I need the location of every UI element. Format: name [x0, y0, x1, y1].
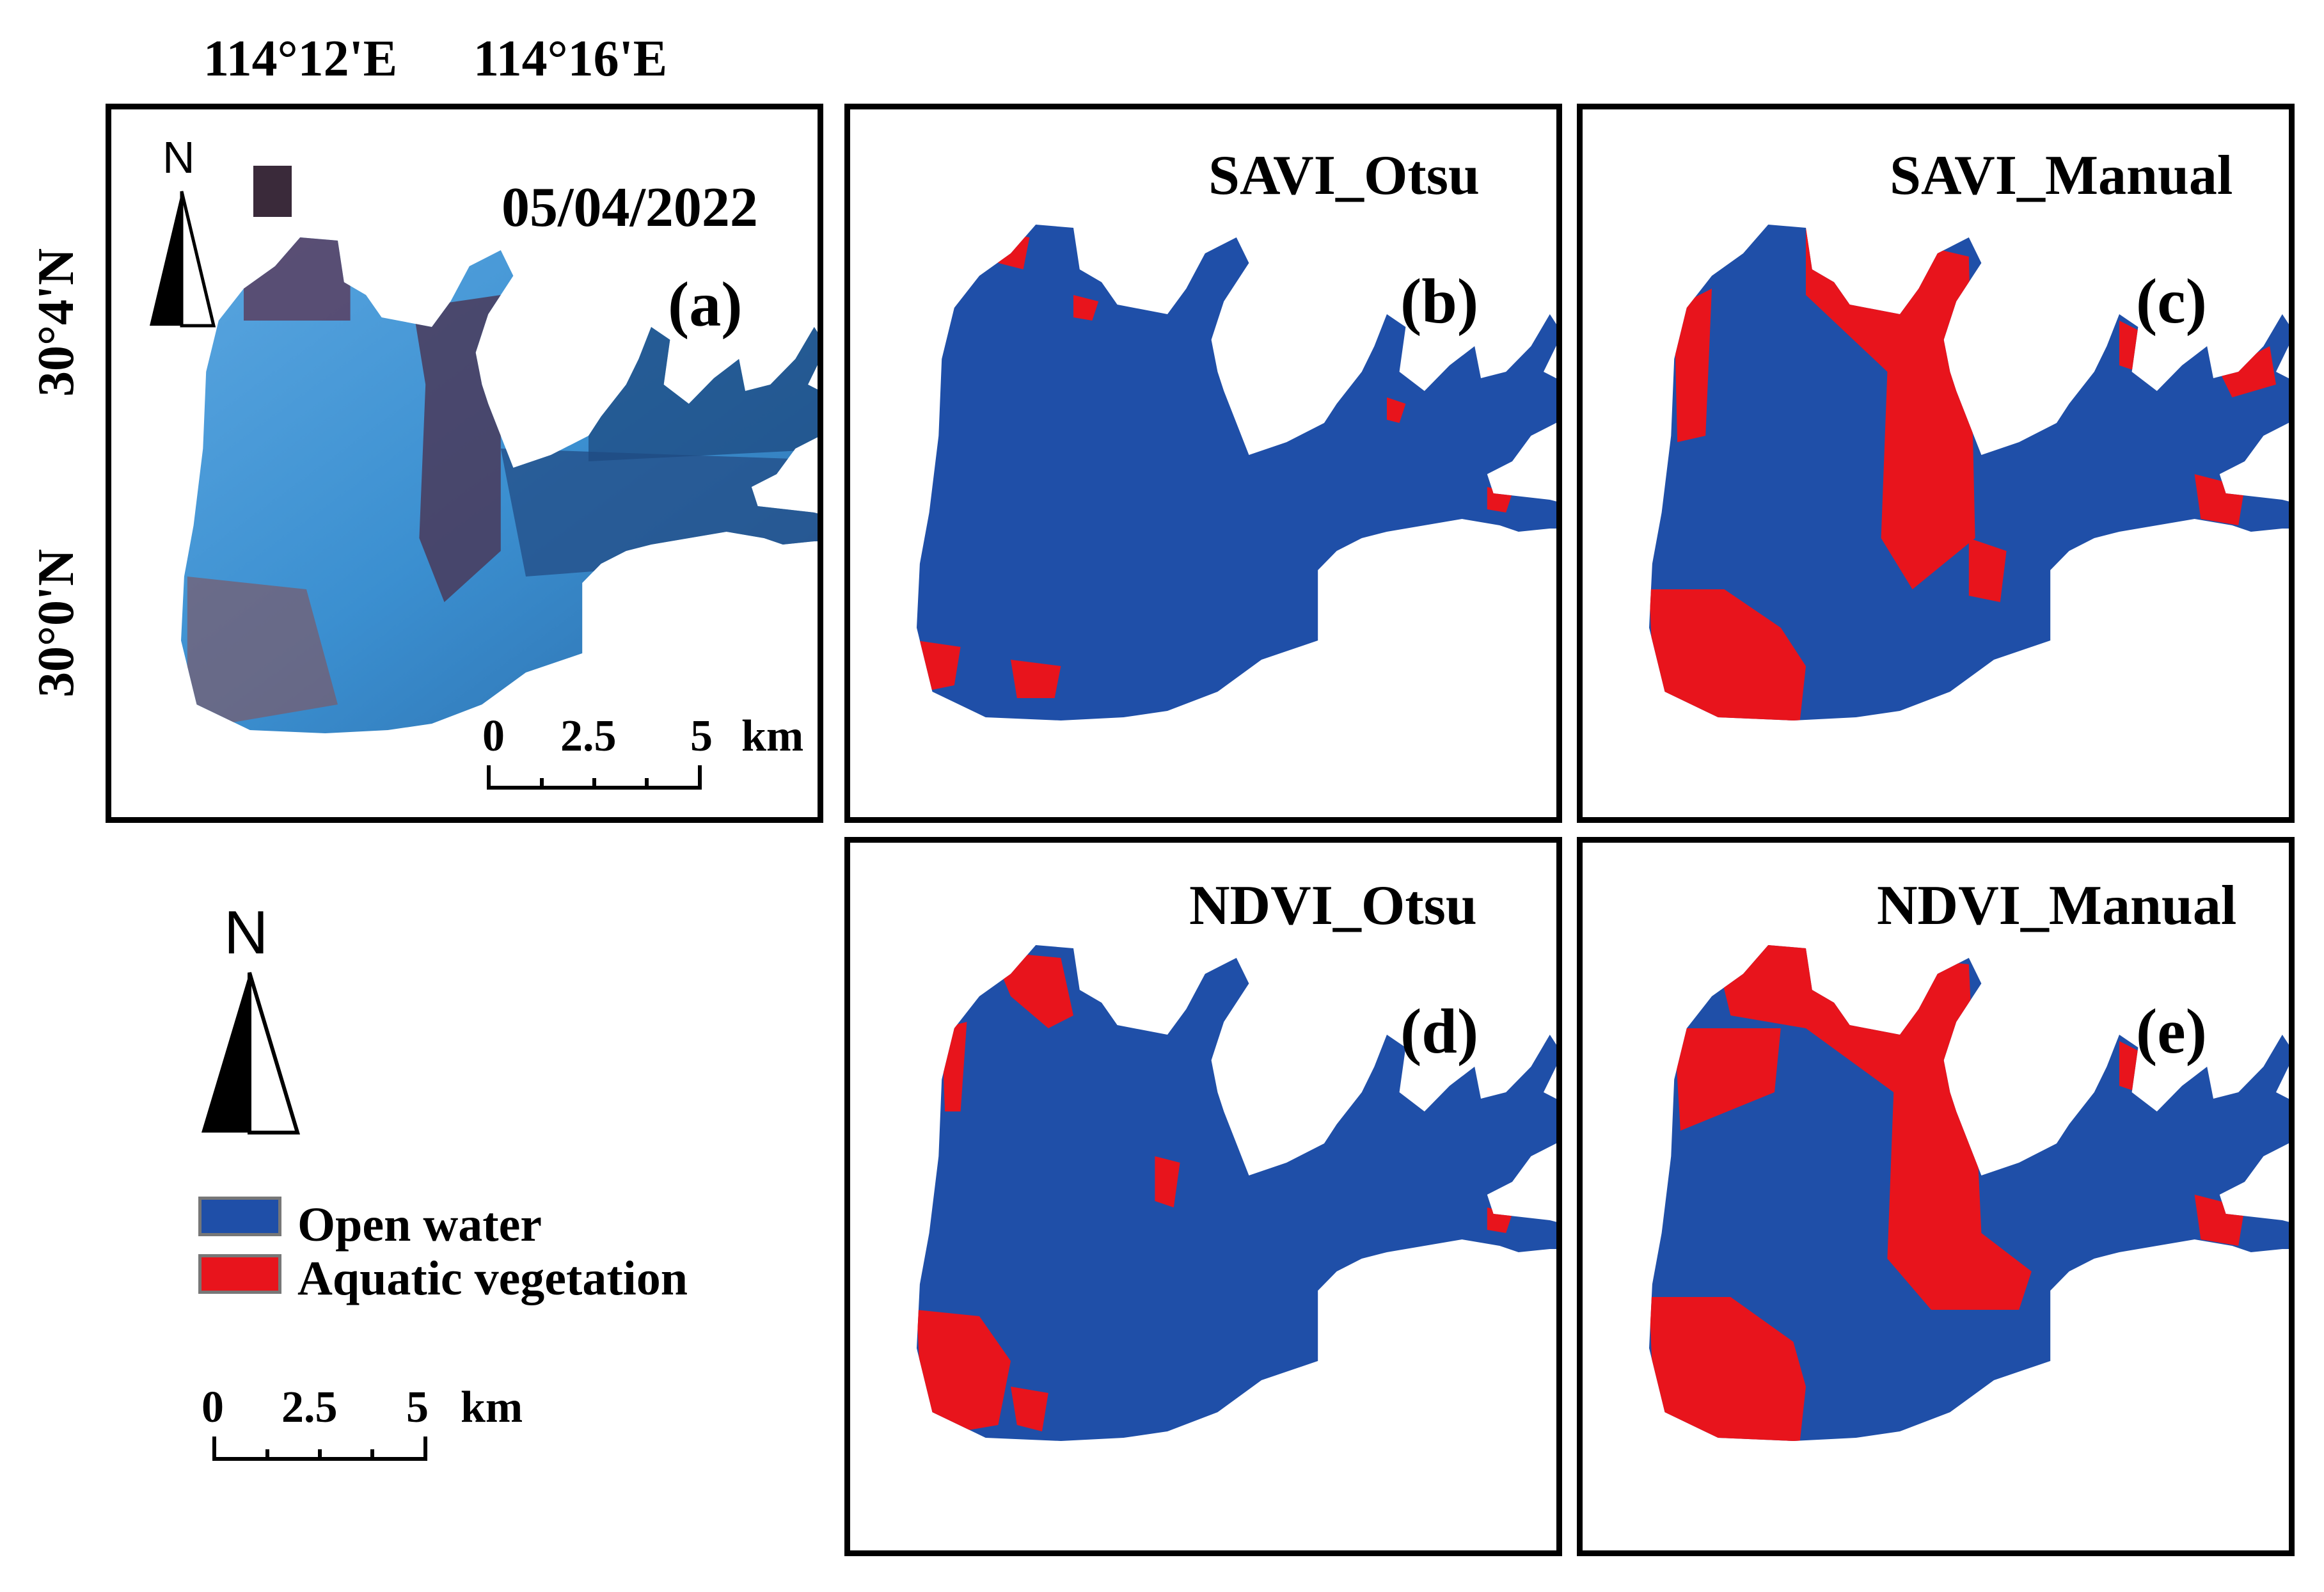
panel-e-title: NDVI_Manual — [1877, 875, 2237, 937]
scale-tick-1: 2.5 — [281, 1383, 338, 1432]
classification-map-e — [1649, 945, 2289, 1441]
north-label: N — [224, 898, 269, 967]
longitude-label-1: 114°12'E — [203, 31, 398, 87]
scale-a-tick-2: 5 — [690, 712, 713, 761]
classification-map-c — [1649, 225, 2289, 720]
scale-bar-a — [487, 765, 702, 790]
panel-a-rgb-composite: N 05/04/2022 (a) 0 2.5 5 km — [106, 104, 823, 823]
north-arrow-icon — [202, 972, 301, 1134]
panel-a-date: 05/04/2022 — [502, 177, 758, 239]
rgb-lake-image — [181, 166, 818, 733]
latitude-label-1: 30°4'N — [28, 248, 84, 397]
panel-c-letter: (c) — [2136, 266, 2207, 337]
panel-b-savi-otsu: SAVI_Otsu (b) — [844, 104, 1562, 823]
panel-c-title: SAVI_Manual — [1890, 145, 2233, 207]
panel-d-ndvi-otsu: NDVI_Otsu (d) — [844, 837, 1562, 1556]
panel-b-title: SAVI_Otsu — [1208, 145, 1480, 207]
scale-a-tick-1: 2.5 — [560, 712, 617, 761]
scale-bar — [212, 1437, 427, 1461]
legend-swatch-open-water — [198, 1197, 281, 1236]
panel-b-letter: (b) — [1400, 266, 1479, 337]
north-arrow-icon — [150, 191, 216, 328]
north-building — [253, 166, 292, 217]
panel-e-ndvi-manual: NDVI_Manual (e) — [1577, 837, 2295, 1556]
scale-unit: km — [461, 1383, 523, 1432]
legend-label-open-water: Open water — [297, 1198, 542, 1252]
scale-a-tick-0: 0 — [482, 712, 505, 761]
classification-map-d — [917, 945, 1556, 1441]
scale-tick-0: 0 — [202, 1383, 224, 1432]
north-label-a: N — [162, 132, 195, 182]
scale-tick-2: 5 — [406, 1383, 429, 1432]
latitude-label-2: 30°0'N — [28, 549, 84, 697]
panel-d-letter: (d) — [1400, 996, 1479, 1067]
classification-map-b — [917, 225, 1556, 720]
panel-c-savi-manual: SAVI_Manual (c) — [1577, 104, 2295, 823]
panel-a-letter: (a) — [668, 269, 743, 340]
scale-a-unit: km — [741, 712, 804, 761]
panel-e-letter: (e) — [2136, 996, 2207, 1067]
panel-d-title: NDVI_Otsu — [1189, 875, 1477, 937]
legend-label-aquatic-vegetation: Aquatic vegetation — [297, 1252, 688, 1305]
longitude-label-2: 114°16'E — [473, 31, 668, 87]
legend-swatch-aquatic-vegetation — [198, 1254, 281, 1294]
